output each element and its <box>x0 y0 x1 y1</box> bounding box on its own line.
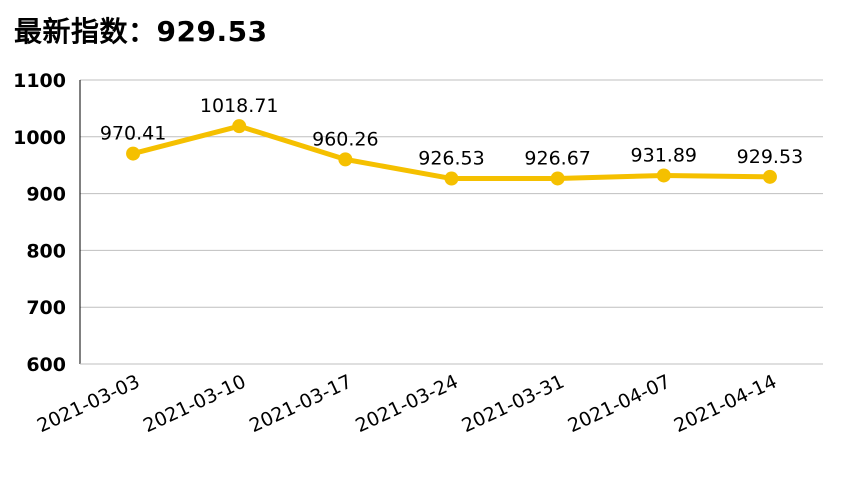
data-label: 929.53 <box>737 146 803 168</box>
x-tick-label: 2021-03-17 <box>246 371 355 438</box>
y-tick-label: 1100 <box>13 70 66 92</box>
data-label: 960.26 <box>312 128 378 150</box>
data-label: 970.41 <box>100 123 166 145</box>
data-label: 1018.71 <box>200 95 279 117</box>
x-tick-label: 2021-03-03 <box>34 371 143 438</box>
data-point[interactable] <box>126 146 141 161</box>
data-label: 926.67 <box>524 147 590 169</box>
data-point[interactable] <box>762 169 777 184</box>
data-point[interactable] <box>444 171 459 186</box>
latest-value: 929.53 <box>156 15 268 48</box>
data-label: 926.53 <box>418 148 484 170</box>
data-point[interactable] <box>550 171 565 186</box>
chart-title: 最新指数：929.53 <box>14 10 268 50</box>
y-tick-label: 700 <box>26 297 66 319</box>
x-tick-label: 2021-04-14 <box>671 371 780 438</box>
x-tick-label: 2021-03-24 <box>352 371 461 438</box>
data-point[interactable] <box>656 168 671 183</box>
x-tick-label: 2021-04-07 <box>565 371 674 438</box>
data-label: 931.89 <box>631 144 697 166</box>
y-tick-label: 800 <box>26 240 66 262</box>
y-tick-label: 600 <box>26 354 66 376</box>
title-prefix: 最新指数： <box>14 15 157 48</box>
data-point[interactable] <box>338 152 353 167</box>
y-tick-label: 900 <box>26 184 66 206</box>
x-tick-label: 2021-03-10 <box>140 371 249 438</box>
x-tick-label: 2021-03-31 <box>458 371 567 438</box>
y-tick-label: 1000 <box>13 127 66 149</box>
data-point[interactable] <box>232 119 247 134</box>
